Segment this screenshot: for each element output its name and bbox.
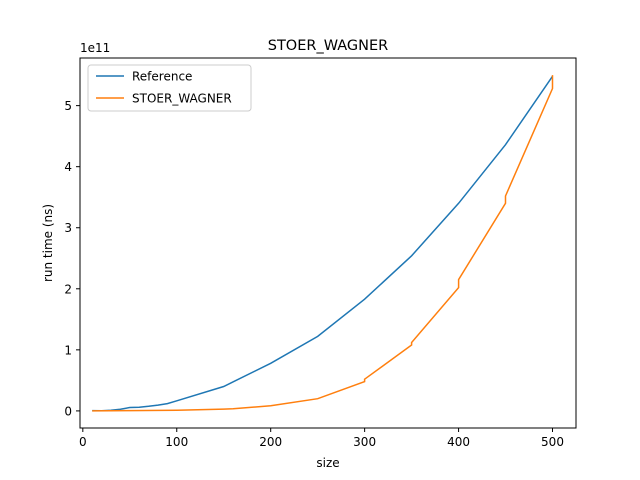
- y-tick-label: 4: [64, 160, 72, 174]
- y-tick-label: 0: [64, 404, 72, 418]
- y-axis-label: run time (ns): [41, 204, 55, 282]
- series-lines: [92, 75, 554, 412]
- legend-label: STOER_WAGNER: [132, 92, 232, 106]
- x-tick-label: 100: [165, 435, 188, 449]
- y-axis-offset-label: 1e11: [80, 41, 110, 55]
- y-tick-label: 1: [64, 343, 72, 357]
- chart-title: STOER_WAGNER: [268, 38, 389, 54]
- plot-frame: [79, 57, 577, 429]
- x-tick-label: 400: [447, 435, 470, 449]
- y-tick-label: 5: [64, 99, 72, 113]
- series-line-stoer-wagner: [92, 75, 554, 412]
- y-axis-ticks: 0 1 2 3 4 5: [64, 99, 80, 418]
- x-axis-ticks: 0 100 200 300 400 500: [79, 428, 564, 449]
- series-line-reference: [92, 75, 554, 412]
- legend-box: [87, 64, 252, 112]
- x-tick-label: 300: [353, 435, 376, 449]
- x-axis-label: size: [316, 456, 339, 470]
- legend: Reference STOER_WAGNER: [87, 64, 252, 112]
- x-tick-label: 200: [259, 435, 282, 449]
- x-tick-label: 500: [541, 435, 564, 449]
- y-tick-label: 3: [64, 221, 72, 235]
- y-tick-label: 2: [64, 282, 72, 296]
- legend-label: Reference: [132, 70, 192, 84]
- x-tick-label: 0: [79, 435, 87, 449]
